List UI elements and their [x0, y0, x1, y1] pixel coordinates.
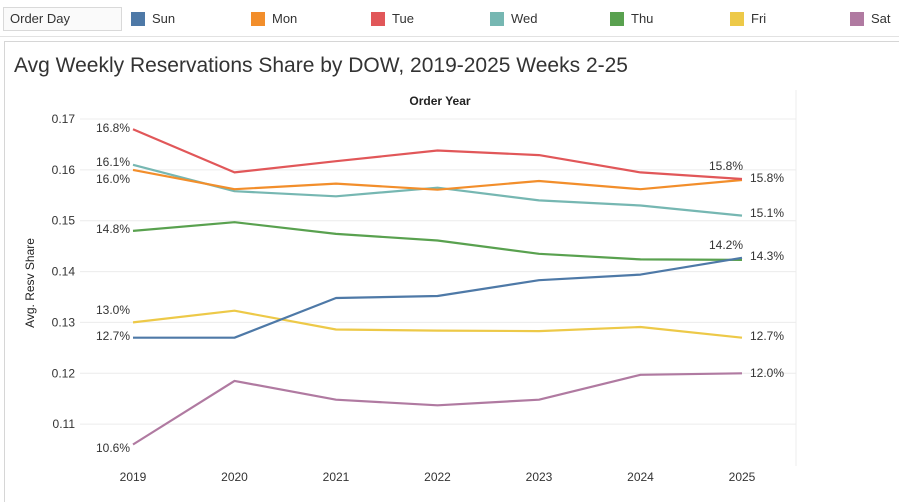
chart-title: Avg Weekly Reservations Share by DOW, 20…: [14, 54, 628, 77]
end-label-sun: 14.3%: [750, 249, 784, 263]
y-axis-title: Avg. Resv Share: [23, 238, 37, 328]
end-label-fri: 12.7%: [750, 329, 784, 343]
y-tick-label: 0.13: [52, 315, 76, 329]
x-axis-title: Order Year: [409, 94, 470, 108]
x-tick-label: 2019: [120, 470, 147, 484]
series-line-sun: [133, 256, 743, 339]
series-line-tue: [132, 128, 743, 181]
y-tick-label: 0.16: [52, 163, 76, 177]
start-label-tue: 16.8%: [96, 121, 130, 135]
x-tick-label: 2025: [729, 470, 756, 484]
y-tick-label: 0.15: [52, 214, 76, 228]
legend-label-sun: Sun: [152, 11, 176, 26]
legend-swatch-tue: [371, 12, 385, 26]
legend-swatch-wed: [490, 12, 504, 26]
y-tick-label: 0.12: [52, 366, 76, 380]
x-tick-label: 2022: [424, 470, 451, 484]
end-label-mon: 15.8%: [750, 171, 784, 185]
chart-panel: [4, 41, 899, 502]
y-tick-label: 0.14: [52, 265, 76, 279]
y-tick-label: 0.11: [53, 417, 76, 431]
legend-label-wed: Wed: [511, 11, 538, 26]
end-label-tue: 15.8%: [709, 159, 743, 173]
legend-label-sat: Sat: [871, 11, 891, 26]
end-label-thu: 14.2%: [709, 238, 743, 252]
series-line-mon: [132, 168, 743, 191]
legend-swatch-sun: [131, 12, 145, 26]
legend-swatch-fri: [730, 12, 744, 26]
start-label-fri: 13.0%: [96, 303, 130, 317]
x-tick-label: 2023: [526, 470, 553, 484]
series-line-wed: [132, 163, 743, 217]
start-label-sun: 12.7%: [96, 329, 130, 343]
start-label-wed: 16.1%: [96, 155, 130, 169]
legend-label-tue: Tue: [392, 11, 414, 26]
legend-swatch-thu: [610, 12, 624, 26]
legend-label-thu: Thu: [631, 11, 654, 26]
x-tick-label: 2021: [323, 470, 350, 484]
start-label-sat: 10.6%: [96, 441, 130, 455]
x-tick-label: 2024: [627, 470, 654, 484]
legend-swatch-mon: [251, 12, 265, 26]
legend-swatch-sat: [850, 12, 864, 26]
x-tick-label: 2020: [221, 470, 248, 484]
y-tick-label: 0.17: [52, 112, 76, 126]
color-legend: Order Day Sun Mon Tue Wed Thu Fri Sat: [0, 0, 899, 37]
end-label-wed: 15.1%: [750, 206, 784, 220]
start-label-mon: 16.0%: [96, 172, 130, 186]
legend-label-fri: Fri: [751, 11, 767, 26]
series-line-fri: [132, 309, 743, 339]
series-line-sat: [132, 372, 743, 446]
series-line-thu: [132, 221, 743, 261]
legend-label-mon: Mon: [272, 11, 298, 26]
start-label-thu: 14.8%: [96, 222, 130, 236]
legend-field-label: Order Day: [3, 7, 122, 31]
end-label-sat: 12.0%: [750, 366, 784, 380]
